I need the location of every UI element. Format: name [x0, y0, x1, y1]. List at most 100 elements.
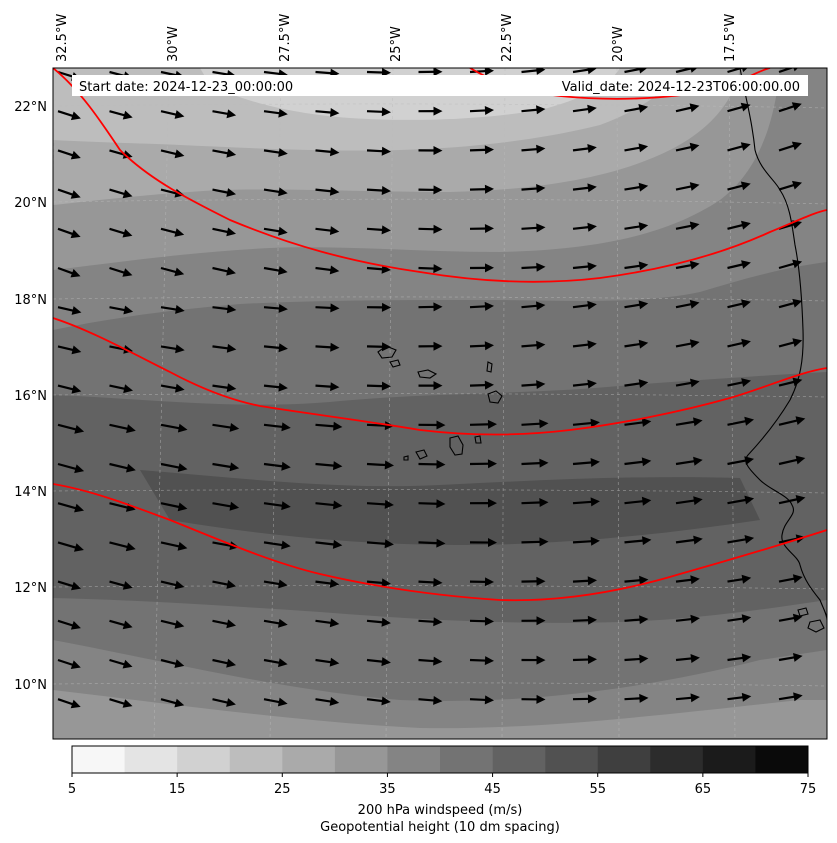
- valid-date-text: Valid_date: 2024-12-23T06:00:00.00: [562, 80, 800, 95]
- wind-arrow: [57, 345, 82, 355]
- wind-arrow: [521, 616, 546, 626]
- colorbar-tick-label: 25: [274, 782, 291, 797]
- colorbar-tick-label: 55: [589, 782, 606, 797]
- colorbar-cell: [229, 746, 283, 773]
- wind-arrow: [263, 343, 288, 353]
- wind-arrow: [778, 68, 798, 74]
- wind-arrow: [469, 498, 497, 508]
- wind-arrow: [675, 693, 700, 703]
- wind-arrow: [572, 144, 597, 153]
- wind-arrow: [315, 226, 340, 235]
- wind-arrow: [160, 227, 185, 237]
- lat-label-22n: 22°N: [14, 100, 47, 115]
- wind-arrow: [160, 580, 185, 590]
- colorbar-cell: [282, 746, 336, 773]
- wind-arrow: [521, 184, 546, 193]
- wind-arrow: [366, 146, 391, 156]
- wind-arrow: [109, 266, 133, 277]
- wind-arrow: [675, 496, 703, 506]
- wind-arrow: [727, 692, 752, 702]
- colorbar-sublabel: Geopotential height (10 dm spacing): [320, 820, 560, 835]
- lat-label-10n: 10°N: [14, 678, 47, 693]
- wind-arrow: [109, 658, 133, 669]
- wind-arrow: [109, 462, 136, 473]
- wind-arrow: [675, 182, 700, 191]
- wind-arrow: [418, 341, 443, 351]
- wind-arrow: [572, 655, 597, 664]
- wind-arrow: [418, 264, 443, 274]
- longitude-labels: 32.5°W 30°W 27.5°W 25°W 22.5°W 20°W 17.5…: [55, 14, 738, 62]
- colorbar-cell: [597, 746, 651, 773]
- wind-arrow: [315, 618, 340, 628]
- wind-arrow: [315, 657, 340, 667]
- wind-arrow: [57, 423, 85, 434]
- wind-arrow: [366, 578, 391, 588]
- wind-arrow: [366, 107, 391, 117]
- wind-arrow: [263, 579, 288, 589]
- wind-arrow: [315, 108, 340, 117]
- wind-arrow: [624, 339, 649, 349]
- wind-arrow: [675, 575, 700, 585]
- lat-label-16n: 16°N: [14, 389, 47, 404]
- wind-arrow: [521, 498, 549, 507]
- wind-arrow: [315, 421, 343, 431]
- wind-arrow: [57, 658, 81, 669]
- wind-arrow: [263, 226, 288, 236]
- wind-arrow: [212, 423, 240, 432]
- wind-arrow: [624, 496, 652, 506]
- wind-arrow: [727, 220, 751, 230]
- wind-arrow: [675, 260, 700, 270]
- wind-arrow: [57, 580, 81, 591]
- wind-arrow: [57, 502, 84, 513]
- wind-arrow: [675, 299, 700, 309]
- wind-arrow: [263, 618, 288, 628]
- wind-arrow: [315, 342, 340, 352]
- wind-arrow: [315, 147, 340, 157]
- wind-arrow: [212, 658, 236, 668]
- wind-arrow: [469, 419, 497, 429]
- wind-arrow: [727, 378, 751, 387]
- wind-arrow: [212, 698, 236, 707]
- wind-arrow: [418, 302, 443, 312]
- wind-arrow: [469, 68, 494, 76]
- height-contour-2: [53, 68, 827, 283]
- wind-arrow: [212, 619, 236, 629]
- wind-arrow: [727, 574, 752, 584]
- colorbar-tick-label: 35: [379, 782, 396, 797]
- wind-arrow: [418, 420, 446, 430]
- wind-arrow: [109, 305, 134, 315]
- wind-arrow: [160, 462, 188, 472]
- height-contour-4: [53, 483, 827, 602]
- wind-arrow: [521, 380, 546, 389]
- wind-arrow: [469, 616, 494, 626]
- wind-arrow: [727, 299, 751, 309]
- wind-arrow: [366, 225, 391, 235]
- wind-arrow: [624, 261, 649, 271]
- map-frame: [52, 67, 828, 740]
- wind-arrow: [469, 459, 497, 469]
- wind-arrow: [624, 615, 649, 625]
- wind-arrow: [469, 301, 494, 311]
- wind-arrow: [778, 338, 803, 348]
- colorbar-cell: [545, 746, 599, 773]
- wind-arrow: [160, 110, 185, 119]
- wind-arrow: [366, 539, 394, 549]
- wind-arrow: [572, 104, 597, 114]
- wind-arrow: [469, 263, 494, 273]
- wind-arrow: [366, 460, 394, 470]
- wind-arrow: [778, 574, 803, 584]
- wind-arrow: [57, 384, 82, 394]
- wind-arrow: [315, 579, 340, 588]
- wind-arrow: [212, 188, 236, 197]
- lat-label-14n: 14°N: [14, 485, 47, 500]
- wind-arrow: [109, 619, 133, 630]
- wind-arrow: [624, 418, 652, 427]
- wind-arrow: [212, 109, 237, 119]
- wind-arrow: [418, 617, 443, 627]
- wind-arrow: [366, 499, 394, 509]
- wind-arrow: [521, 340, 546, 350]
- wind-arrow: [521, 655, 546, 665]
- wind-arrow: [109, 698, 133, 708]
- cape-verde-fogo: [415, 449, 428, 460]
- wind-arrow: [315, 265, 340, 275]
